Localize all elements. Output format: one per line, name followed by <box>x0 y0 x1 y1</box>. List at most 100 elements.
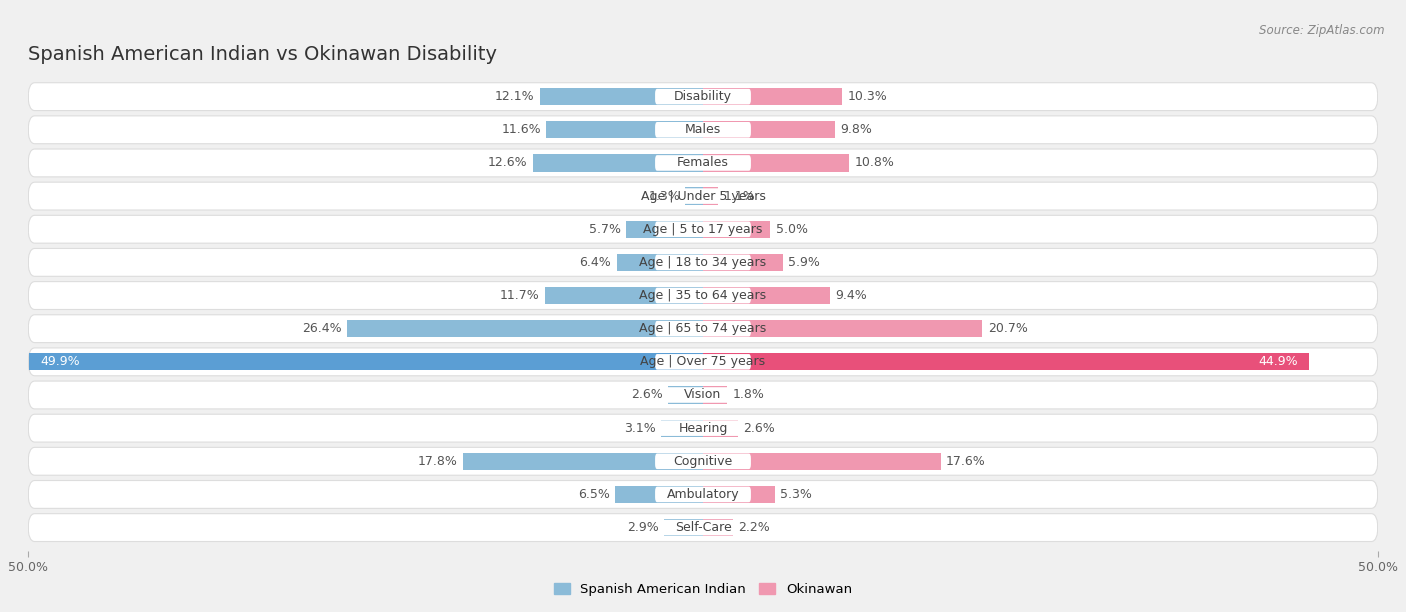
Bar <box>617 254 703 271</box>
Bar <box>463 453 703 470</box>
Text: Age | 65 to 74 years: Age | 65 to 74 years <box>640 322 766 335</box>
FancyBboxPatch shape <box>655 188 751 204</box>
Bar <box>686 187 703 204</box>
FancyBboxPatch shape <box>655 487 751 502</box>
FancyBboxPatch shape <box>28 480 1378 509</box>
Bar <box>533 154 703 171</box>
Text: Cognitive: Cognitive <box>673 455 733 468</box>
Text: Age | 35 to 64 years: Age | 35 to 64 years <box>640 289 766 302</box>
Bar <box>703 486 775 503</box>
Text: Spanish American Indian vs Okinawan Disability: Spanish American Indian vs Okinawan Disa… <box>28 45 498 64</box>
FancyBboxPatch shape <box>28 414 1378 442</box>
Text: Age | 18 to 34 years: Age | 18 to 34 years <box>640 256 766 269</box>
Text: 10.3%: 10.3% <box>848 90 887 103</box>
Bar <box>661 420 703 437</box>
Bar <box>703 121 835 138</box>
FancyBboxPatch shape <box>655 155 751 171</box>
FancyBboxPatch shape <box>28 248 1378 276</box>
FancyBboxPatch shape <box>655 288 751 304</box>
Text: 12.6%: 12.6% <box>488 157 527 170</box>
Bar <box>703 88 842 105</box>
Text: Age | Under 5 years: Age | Under 5 years <box>641 190 765 203</box>
Text: 11.7%: 11.7% <box>501 289 540 302</box>
Text: 1.1%: 1.1% <box>723 190 755 203</box>
Text: 49.9%: 49.9% <box>41 356 80 368</box>
Bar <box>703 287 830 304</box>
Text: 6.4%: 6.4% <box>579 256 612 269</box>
FancyBboxPatch shape <box>655 222 751 237</box>
FancyBboxPatch shape <box>655 255 751 270</box>
Text: 17.6%: 17.6% <box>946 455 986 468</box>
Bar <box>703 187 718 204</box>
Bar <box>703 220 770 238</box>
Bar <box>703 519 733 536</box>
Text: Hearing: Hearing <box>678 422 728 435</box>
FancyBboxPatch shape <box>28 513 1378 542</box>
Text: 26.4%: 26.4% <box>302 322 342 335</box>
FancyBboxPatch shape <box>655 321 751 337</box>
FancyBboxPatch shape <box>28 182 1378 210</box>
Bar <box>616 486 703 503</box>
Text: 5.3%: 5.3% <box>780 488 811 501</box>
Bar <box>546 287 703 304</box>
Bar <box>703 254 783 271</box>
Text: Source: ZipAtlas.com: Source: ZipAtlas.com <box>1260 24 1385 37</box>
Text: Age | Over 75 years: Age | Over 75 years <box>641 356 765 368</box>
FancyBboxPatch shape <box>28 315 1378 343</box>
Text: 2.6%: 2.6% <box>744 422 775 435</box>
Text: 2.9%: 2.9% <box>627 521 658 534</box>
Bar <box>703 320 983 337</box>
FancyBboxPatch shape <box>28 215 1378 243</box>
Bar <box>703 420 738 437</box>
Bar <box>540 88 703 105</box>
FancyBboxPatch shape <box>28 447 1378 475</box>
Text: Disability: Disability <box>673 90 733 103</box>
FancyBboxPatch shape <box>28 149 1378 177</box>
Bar <box>703 154 849 171</box>
Text: 10.8%: 10.8% <box>855 157 894 170</box>
Text: 17.8%: 17.8% <box>418 455 457 468</box>
Bar <box>703 453 941 470</box>
FancyBboxPatch shape <box>28 83 1378 111</box>
Text: 6.5%: 6.5% <box>578 488 610 501</box>
FancyBboxPatch shape <box>655 122 751 138</box>
FancyBboxPatch shape <box>655 453 751 469</box>
Text: 1.3%: 1.3% <box>648 190 681 203</box>
Text: 44.9%: 44.9% <box>1258 356 1298 368</box>
Text: 5.9%: 5.9% <box>787 256 820 269</box>
Text: 3.1%: 3.1% <box>624 422 655 435</box>
FancyBboxPatch shape <box>655 420 751 436</box>
Text: Ambulatory: Ambulatory <box>666 488 740 501</box>
FancyBboxPatch shape <box>655 387 751 403</box>
Text: 5.7%: 5.7% <box>589 223 620 236</box>
Bar <box>626 220 703 238</box>
Text: 2.2%: 2.2% <box>738 521 770 534</box>
FancyBboxPatch shape <box>28 282 1378 310</box>
FancyBboxPatch shape <box>655 354 751 370</box>
Legend: Spanish American Indian, Okinawan: Spanish American Indian, Okinawan <box>548 578 858 602</box>
Text: 9.4%: 9.4% <box>835 289 868 302</box>
FancyBboxPatch shape <box>28 116 1378 144</box>
Bar <box>664 519 703 536</box>
Text: Females: Females <box>678 157 728 170</box>
Text: 11.6%: 11.6% <box>502 123 541 136</box>
FancyBboxPatch shape <box>655 89 751 105</box>
Text: Vision: Vision <box>685 389 721 401</box>
Text: 2.6%: 2.6% <box>631 389 662 401</box>
Text: 9.8%: 9.8% <box>841 123 873 136</box>
Text: Age | 5 to 17 years: Age | 5 to 17 years <box>644 223 762 236</box>
Text: Males: Males <box>685 123 721 136</box>
FancyBboxPatch shape <box>28 381 1378 409</box>
Bar <box>668 386 703 404</box>
Bar <box>30 353 703 370</box>
Text: 1.8%: 1.8% <box>733 389 765 401</box>
Bar <box>703 353 1309 370</box>
Text: Self-Care: Self-Care <box>675 521 731 534</box>
Bar <box>547 121 703 138</box>
FancyBboxPatch shape <box>28 348 1378 376</box>
Bar <box>703 386 727 404</box>
Text: 12.1%: 12.1% <box>495 90 534 103</box>
Text: 5.0%: 5.0% <box>776 223 808 236</box>
Text: 20.7%: 20.7% <box>988 322 1028 335</box>
FancyBboxPatch shape <box>655 520 751 536</box>
